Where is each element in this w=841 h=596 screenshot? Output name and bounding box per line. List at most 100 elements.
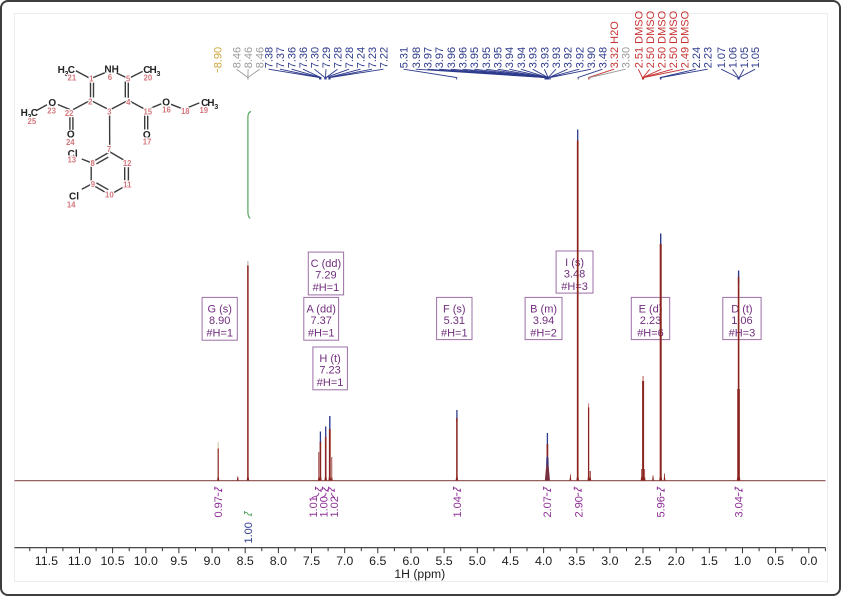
- svg-text:2.50 DMSO: 2.50 DMSO: [645, 10, 657, 68]
- svg-text:3.95: 3.95: [469, 47, 481, 68]
- svg-text:8: 8: [91, 159, 96, 168]
- svg-text:8.90: 8.90: [212, 47, 224, 68]
- svg-text:4: 4: [126, 98, 131, 107]
- svg-text:H (t): H (t): [319, 353, 340, 365]
- svg-text:2.50 DMSO: 2.50 DMSO: [668, 10, 680, 68]
- svg-text:21: 21: [68, 74, 77, 83]
- svg-text:3.5: 3.5: [568, 554, 585, 568]
- svg-text:8.46: 8.46: [243, 47, 255, 68]
- svg-text:25: 25: [28, 117, 37, 126]
- svg-text:1.06: 1.06: [728, 47, 740, 68]
- svg-text:7: 7: [107, 145, 111, 154]
- svg-text:#H=3: #H=3: [561, 281, 588, 293]
- svg-text:3.98: 3.98: [411, 47, 423, 68]
- svg-text:12: 12: [123, 159, 132, 168]
- svg-text:8.46: 8.46: [232, 47, 244, 68]
- svg-text:3.04: 3.04: [734, 496, 746, 517]
- svg-text:9.0: 9.0: [203, 554, 220, 568]
- svg-text:C: C: [31, 108, 38, 119]
- svg-text:Cl: Cl: [68, 149, 78, 160]
- svg-text:5.96: 5.96: [655, 496, 667, 517]
- svg-text:3.92: 3.92: [574, 47, 586, 68]
- svg-text:8.5: 8.5: [237, 554, 254, 568]
- svg-text:7.5: 7.5: [303, 554, 320, 568]
- svg-text:3.32 H2O: 3.32 H2O: [609, 21, 621, 69]
- svg-text:7.30: 7.30: [310, 47, 322, 68]
- svg-text:1.02: 1.02: [329, 496, 341, 517]
- svg-text:3.94: 3.94: [516, 47, 528, 68]
- svg-text:O: O: [162, 98, 170, 109]
- svg-text:3.94: 3.94: [504, 47, 516, 68]
- svg-text:2.07: 2.07: [542, 496, 554, 517]
- svg-text:O: O: [48, 98, 56, 109]
- svg-text:3.48: 3.48: [598, 47, 610, 68]
- svg-text:7.36: 7.36: [287, 47, 299, 68]
- svg-text:NH: NH: [104, 64, 118, 75]
- svg-text:B (m): B (m): [530, 303, 557, 315]
- svg-text:0.0: 0.0: [800, 554, 817, 568]
- svg-text:3.30: 3.30: [621, 47, 633, 68]
- svg-text:3: 3: [65, 71, 69, 78]
- svg-text:E (d): E (d): [639, 303, 663, 315]
- svg-text:1.04: 1.04: [452, 496, 464, 517]
- svg-text:0.5: 0.5: [767, 554, 784, 568]
- svg-text:#H=6: #H=6: [637, 327, 664, 339]
- svg-text:3.93: 3.93: [551, 47, 563, 68]
- svg-text:6.0: 6.0: [402, 554, 419, 568]
- svg-text:4.0: 4.0: [535, 554, 552, 568]
- svg-text:7.24: 7.24: [356, 47, 368, 68]
- svg-text:1.00: 1.00: [318, 496, 330, 517]
- svg-text:9.5: 9.5: [170, 554, 187, 568]
- svg-text:19: 19: [199, 106, 208, 115]
- svg-text:1.5: 1.5: [701, 554, 718, 568]
- svg-text:1.05: 1.05: [739, 47, 751, 68]
- svg-text:3.96: 3.96: [446, 47, 458, 68]
- svg-text:15: 15: [143, 107, 152, 116]
- svg-text:8.90: 8.90: [209, 315, 230, 327]
- svg-text:2.24: 2.24: [691, 47, 703, 68]
- svg-text:5: 5: [126, 75, 131, 84]
- svg-text:C (dd): C (dd): [311, 258, 342, 270]
- svg-text:3.92: 3.92: [563, 47, 575, 68]
- svg-text:11.5: 11.5: [35, 554, 58, 568]
- svg-text:7.29: 7.29: [315, 270, 336, 282]
- svg-text:D (t): D (t): [731, 303, 752, 315]
- svg-text:5.5: 5.5: [435, 554, 452, 568]
- svg-text:A (dd): A (dd): [307, 303, 336, 315]
- svg-text:2.90: 2.90: [573, 496, 585, 517]
- svg-text:3.93: 3.93: [528, 47, 540, 68]
- svg-text:8.46: 8.46: [255, 47, 267, 68]
- svg-text:F (s): F (s): [443, 303, 466, 315]
- svg-text:10.5: 10.5: [101, 554, 125, 568]
- svg-text:5.31: 5.31: [444, 315, 465, 327]
- svg-text:#H=1: #H=1: [308, 327, 335, 339]
- svg-text:1.05: 1.05: [750, 47, 762, 68]
- svg-text:3.97: 3.97: [434, 47, 446, 68]
- svg-text:14: 14: [67, 201, 76, 210]
- svg-text:7.22: 7.22: [379, 47, 391, 68]
- svg-text:C: C: [68, 65, 75, 76]
- svg-text:24: 24: [66, 138, 75, 147]
- svg-text:10: 10: [105, 191, 114, 200]
- svg-text:7.36: 7.36: [298, 47, 310, 68]
- svg-text:3: 3: [28, 114, 32, 121]
- svg-text:1.00: 1.00: [243, 522, 255, 543]
- svg-text:4.5: 4.5: [502, 554, 519, 568]
- svg-text:3: 3: [157, 71, 161, 78]
- svg-text:2: 2: [88, 97, 93, 106]
- svg-text:8.0: 8.0: [270, 554, 287, 568]
- svg-text:C: C: [143, 65, 150, 76]
- svg-text:9: 9: [91, 180, 96, 189]
- svg-text:16: 16: [162, 106, 171, 115]
- svg-text:3: 3: [214, 104, 218, 111]
- svg-text:#H=1: #H=1: [441, 327, 468, 339]
- svg-text:3.97: 3.97: [423, 47, 435, 68]
- svg-text:5.31: 5.31: [399, 47, 411, 68]
- svg-text:2.5: 2.5: [634, 554, 651, 568]
- svg-text:3: 3: [107, 108, 112, 117]
- svg-text:23: 23: [47, 106, 56, 115]
- svg-text:#H=3: #H=3: [729, 327, 756, 339]
- svg-text:7.37: 7.37: [275, 47, 287, 68]
- svg-text:22: 22: [65, 109, 74, 118]
- svg-text:2.50 DMSO: 2.50 DMSO: [656, 10, 668, 68]
